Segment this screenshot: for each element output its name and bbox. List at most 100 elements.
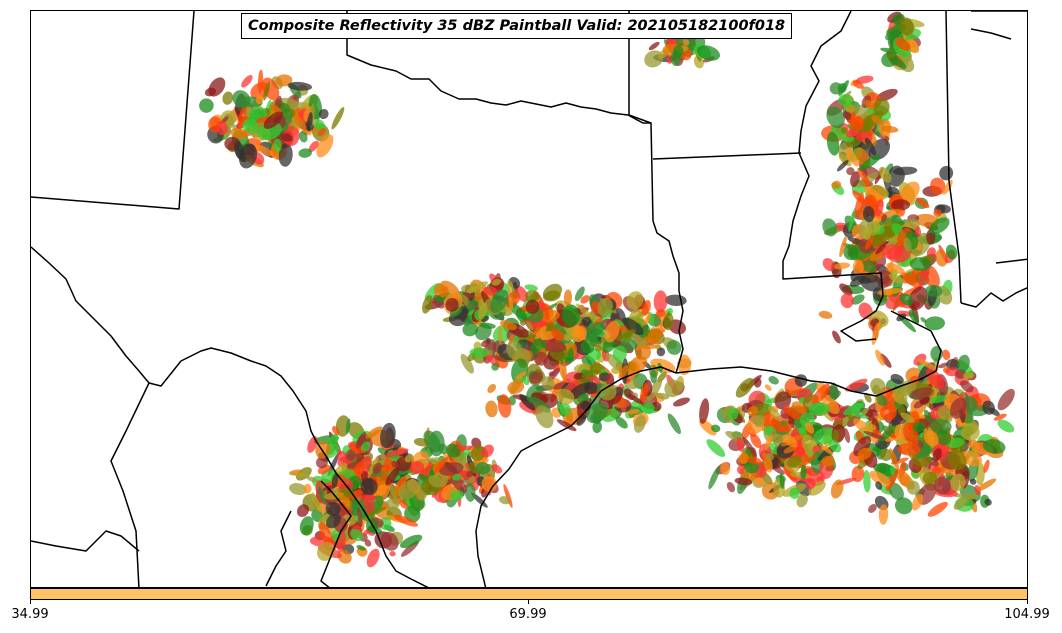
reflectivity-blob <box>422 295 433 314</box>
reflectivity-blob <box>888 273 905 284</box>
reflectivity-blob <box>863 206 875 223</box>
reflectivity-blob <box>857 447 872 460</box>
reflectivity-blob <box>746 456 762 465</box>
reflectivity-blob <box>771 418 784 432</box>
reflectivity-blob <box>905 383 913 395</box>
state-border-nm-east <box>31 11 195 210</box>
reflectivity-blob <box>783 405 801 420</box>
reflectivity-blob <box>389 550 396 557</box>
reflectivity-blob <box>672 45 684 58</box>
reflectivity-blob <box>533 351 548 366</box>
reflectivity-blob <box>616 329 636 341</box>
reflectivity-blob <box>281 133 293 142</box>
reflectivity-blob <box>237 116 249 129</box>
reflectivity-blob <box>308 140 319 153</box>
reflectivity-blob <box>794 446 806 457</box>
reflectivity-blob <box>880 448 893 461</box>
reflectivity-blob <box>254 144 274 157</box>
reflectivity-blob <box>385 467 400 486</box>
mississippi-river <box>782 11 884 342</box>
reflectivity-blob <box>664 294 687 307</box>
reflectivity-blob <box>522 377 530 386</box>
reflectivity-blob <box>357 508 363 527</box>
reflectivity-blob <box>576 414 587 426</box>
reflectivity-blob <box>885 468 899 492</box>
reflectivity-blob <box>924 409 932 422</box>
reflectivity-blob <box>551 328 565 341</box>
reflectivity-blob <box>739 452 749 464</box>
reflectivity-blob <box>863 469 871 493</box>
reflectivity-blob <box>768 376 779 385</box>
reflectivity-blob <box>897 443 921 456</box>
reflectivity-blob <box>720 462 731 476</box>
reflectivity-blob <box>438 285 449 298</box>
reflectivity-blob <box>460 353 474 374</box>
reflectivity-blob <box>633 414 646 433</box>
reflectivity-blob <box>490 289 509 314</box>
reflectivity-blob <box>829 82 843 95</box>
reflectivity-blob <box>462 322 479 337</box>
reflectivity-blob <box>542 283 563 301</box>
reflectivity-blob <box>840 293 854 309</box>
reflectivity-blob <box>580 295 590 304</box>
reflectivity-blob <box>864 236 874 250</box>
reflectivity-blob <box>580 339 595 354</box>
reflectivity-blob <box>831 180 842 189</box>
reflectivity-blob <box>871 115 884 126</box>
reflectivity-blob <box>829 382 838 400</box>
reflectivity-blob <box>345 418 351 434</box>
la-coast <box>675 310 942 397</box>
reflectivity-blob <box>273 138 282 152</box>
reflectivity-blob <box>924 316 945 331</box>
reflectivity-blob <box>696 45 721 61</box>
reflectivity-blob <box>861 260 877 274</box>
coast-fl-panhandle <box>970 28 1012 40</box>
reflectivity-blob <box>646 378 663 402</box>
reflectivity-blob <box>950 473 966 492</box>
reflectivity-blob <box>667 413 681 435</box>
reflectivity-blob <box>199 98 214 113</box>
reflectivity-blob <box>895 37 911 51</box>
reflectivity-blob <box>428 475 444 488</box>
reflectivity-blob <box>366 548 380 568</box>
reflectivity-blob <box>241 75 253 88</box>
reflectivity-blob <box>204 87 217 97</box>
reflectivity-blob <box>627 393 643 405</box>
reflectivity-blob <box>943 367 950 374</box>
reflectivity-blob <box>891 199 911 211</box>
reflectivity-blob <box>438 462 464 476</box>
reflectivity-blob <box>942 349 951 360</box>
reflectivity-blob <box>393 514 419 527</box>
reflectivity-blob <box>372 462 383 474</box>
reflectivity-blob <box>296 504 310 517</box>
reflectivity-blob <box>290 110 307 132</box>
reflectivity-blob <box>865 99 875 110</box>
reflectivity-blob <box>656 347 666 357</box>
reflectivity-blob <box>780 423 793 433</box>
reflectivity-blob <box>385 498 400 510</box>
reflectivity-blob <box>445 298 459 312</box>
state-border-tx-east <box>652 220 684 374</box>
reflectivity-blob <box>380 422 396 449</box>
reflectivity-blob <box>887 245 911 263</box>
reflectivity-blob <box>325 501 341 517</box>
reflectivity-blob <box>577 393 589 403</box>
reflectivity-blob <box>822 258 836 272</box>
reflectivity-blob <box>311 492 322 513</box>
reflectivity-blob <box>880 404 897 421</box>
reflectivity-blob <box>612 345 627 363</box>
reflectivity-blob <box>918 263 930 288</box>
reflectivity-blob <box>886 54 896 59</box>
reflectivity-blob <box>876 394 888 407</box>
reflectivity-paintball-layer <box>199 11 1015 568</box>
reflectivity-blob <box>789 487 800 499</box>
reflectivity-blob <box>591 326 598 347</box>
reflectivity-blob <box>900 412 915 423</box>
reflectivity-blob <box>445 443 461 458</box>
reflectivity-blob <box>872 446 881 452</box>
reflectivity-blob <box>875 240 890 255</box>
reflectivity-blob <box>499 496 511 505</box>
reflectivity-blob <box>491 278 502 286</box>
reflectivity-blob <box>336 450 348 462</box>
reflectivity-blob <box>983 459 990 473</box>
